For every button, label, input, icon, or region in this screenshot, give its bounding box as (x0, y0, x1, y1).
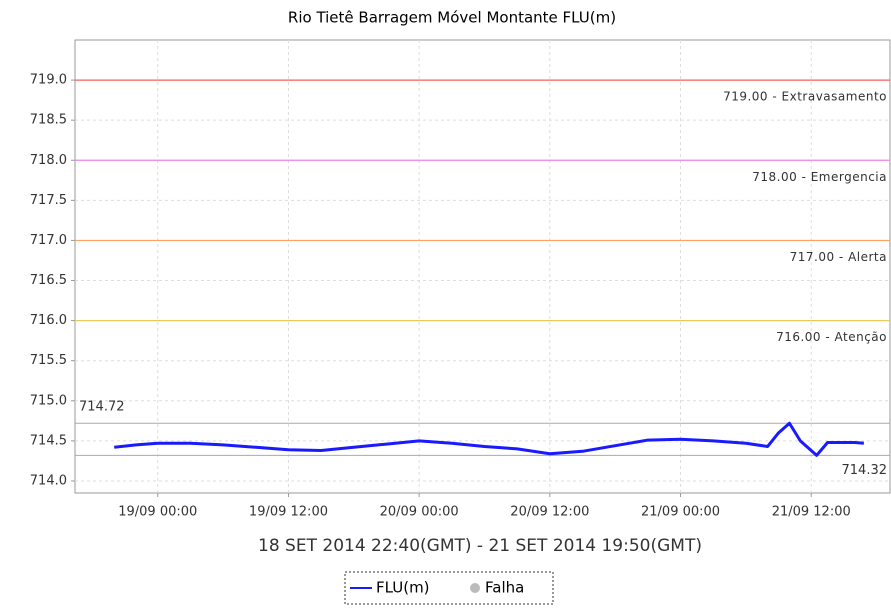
legend-swatch (470, 583, 480, 593)
x-tick-label: 21/09 00:00 (641, 505, 720, 520)
legend-label: Falha (485, 579, 524, 597)
x-tick-label: 20/09 12:00 (510, 505, 589, 520)
y-tick-label: 718.5 (30, 113, 67, 128)
extreme-label: 714.32 (842, 463, 888, 478)
threshold-label: 716.00 - Atenção (776, 330, 887, 344)
x-axis-label: 18 SET 2014 22:40(GMT) - 21 SET 2014 19:… (258, 536, 702, 556)
legend-label: FLU(m) (376, 579, 430, 597)
y-tick-label: 717.0 (30, 233, 67, 248)
threshold-label: 718.00 - Emergencia (752, 170, 887, 184)
y-tick-label: 715.5 (30, 353, 67, 368)
y-tick-label: 716.0 (30, 313, 67, 328)
x-tick-label: 20/09 00:00 (380, 505, 459, 520)
y-tick-label: 714.5 (30, 433, 67, 448)
x-tick-label: 19/09 12:00 (249, 505, 328, 520)
legend-box (344, 571, 554, 605)
plot-area (74, 39, 891, 494)
y-tick-label: 715.0 (30, 393, 67, 408)
y-tick-label: 716.5 (30, 273, 67, 288)
x-tick-label: 19/09 00:00 (118, 505, 197, 520)
x-tick-label: 21/09 12:00 (772, 505, 851, 520)
y-tick-label: 719.0 (30, 73, 67, 88)
y-tick-label: 717.5 (30, 193, 67, 208)
series-line (114, 421, 864, 457)
y-tick-label: 718.0 (30, 153, 67, 168)
threshold-label: 717.00 - Alerta (790, 250, 887, 264)
chart-title: Rio Tietê Barragem Móvel Montante FLU(m) (288, 9, 616, 27)
y-tick-label: 714.0 (30, 473, 67, 488)
threshold-label: 719.00 - Extravasamento (723, 90, 887, 104)
extreme-label: 714.72 (79, 400, 125, 415)
